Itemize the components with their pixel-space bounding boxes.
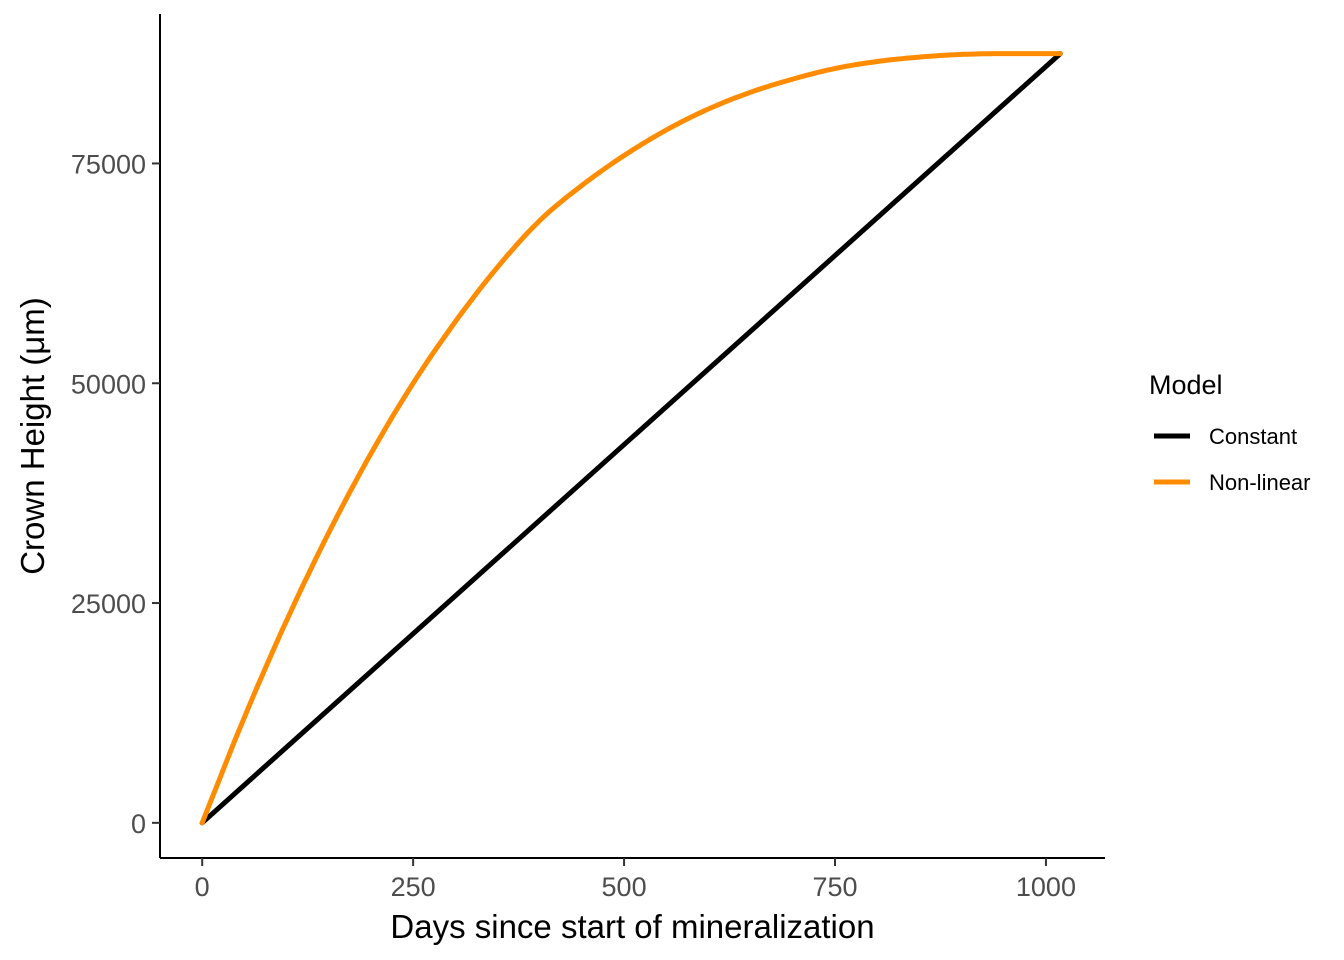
- series-line-non-linear: [199, 51, 1063, 826]
- x-tick-label: 0: [195, 872, 210, 902]
- y-tick-label: 25000: [71, 589, 146, 619]
- y-axis-ticks: 0 25000 50000 75000: [71, 149, 160, 839]
- series-line-constant: [199, 51, 1063, 826]
- x-tick-label: 250: [391, 872, 436, 902]
- y-tick-label: 50000: [71, 369, 146, 399]
- legend-title: Model: [1149, 370, 1223, 400]
- x-axis-ticks: 0 250 500 750 1000: [195, 858, 1076, 902]
- y-tick-label: 0: [131, 809, 146, 839]
- x-tick-label: 750: [812, 872, 857, 902]
- x-tick-label: 1000: [1016, 872, 1076, 902]
- plot-area: [199, 51, 1063, 826]
- legend: Model Constant Non-linear: [1149, 370, 1311, 495]
- legend-label: Non-linear: [1209, 470, 1311, 495]
- y-tick-label: 75000: [71, 149, 146, 179]
- legend-label: Constant: [1209, 424, 1297, 449]
- x-tick-label: 500: [602, 872, 647, 902]
- x-axis-title: Days since start of mineralization: [390, 908, 874, 945]
- y-axis-title: Crown Height (μm): [14, 297, 51, 575]
